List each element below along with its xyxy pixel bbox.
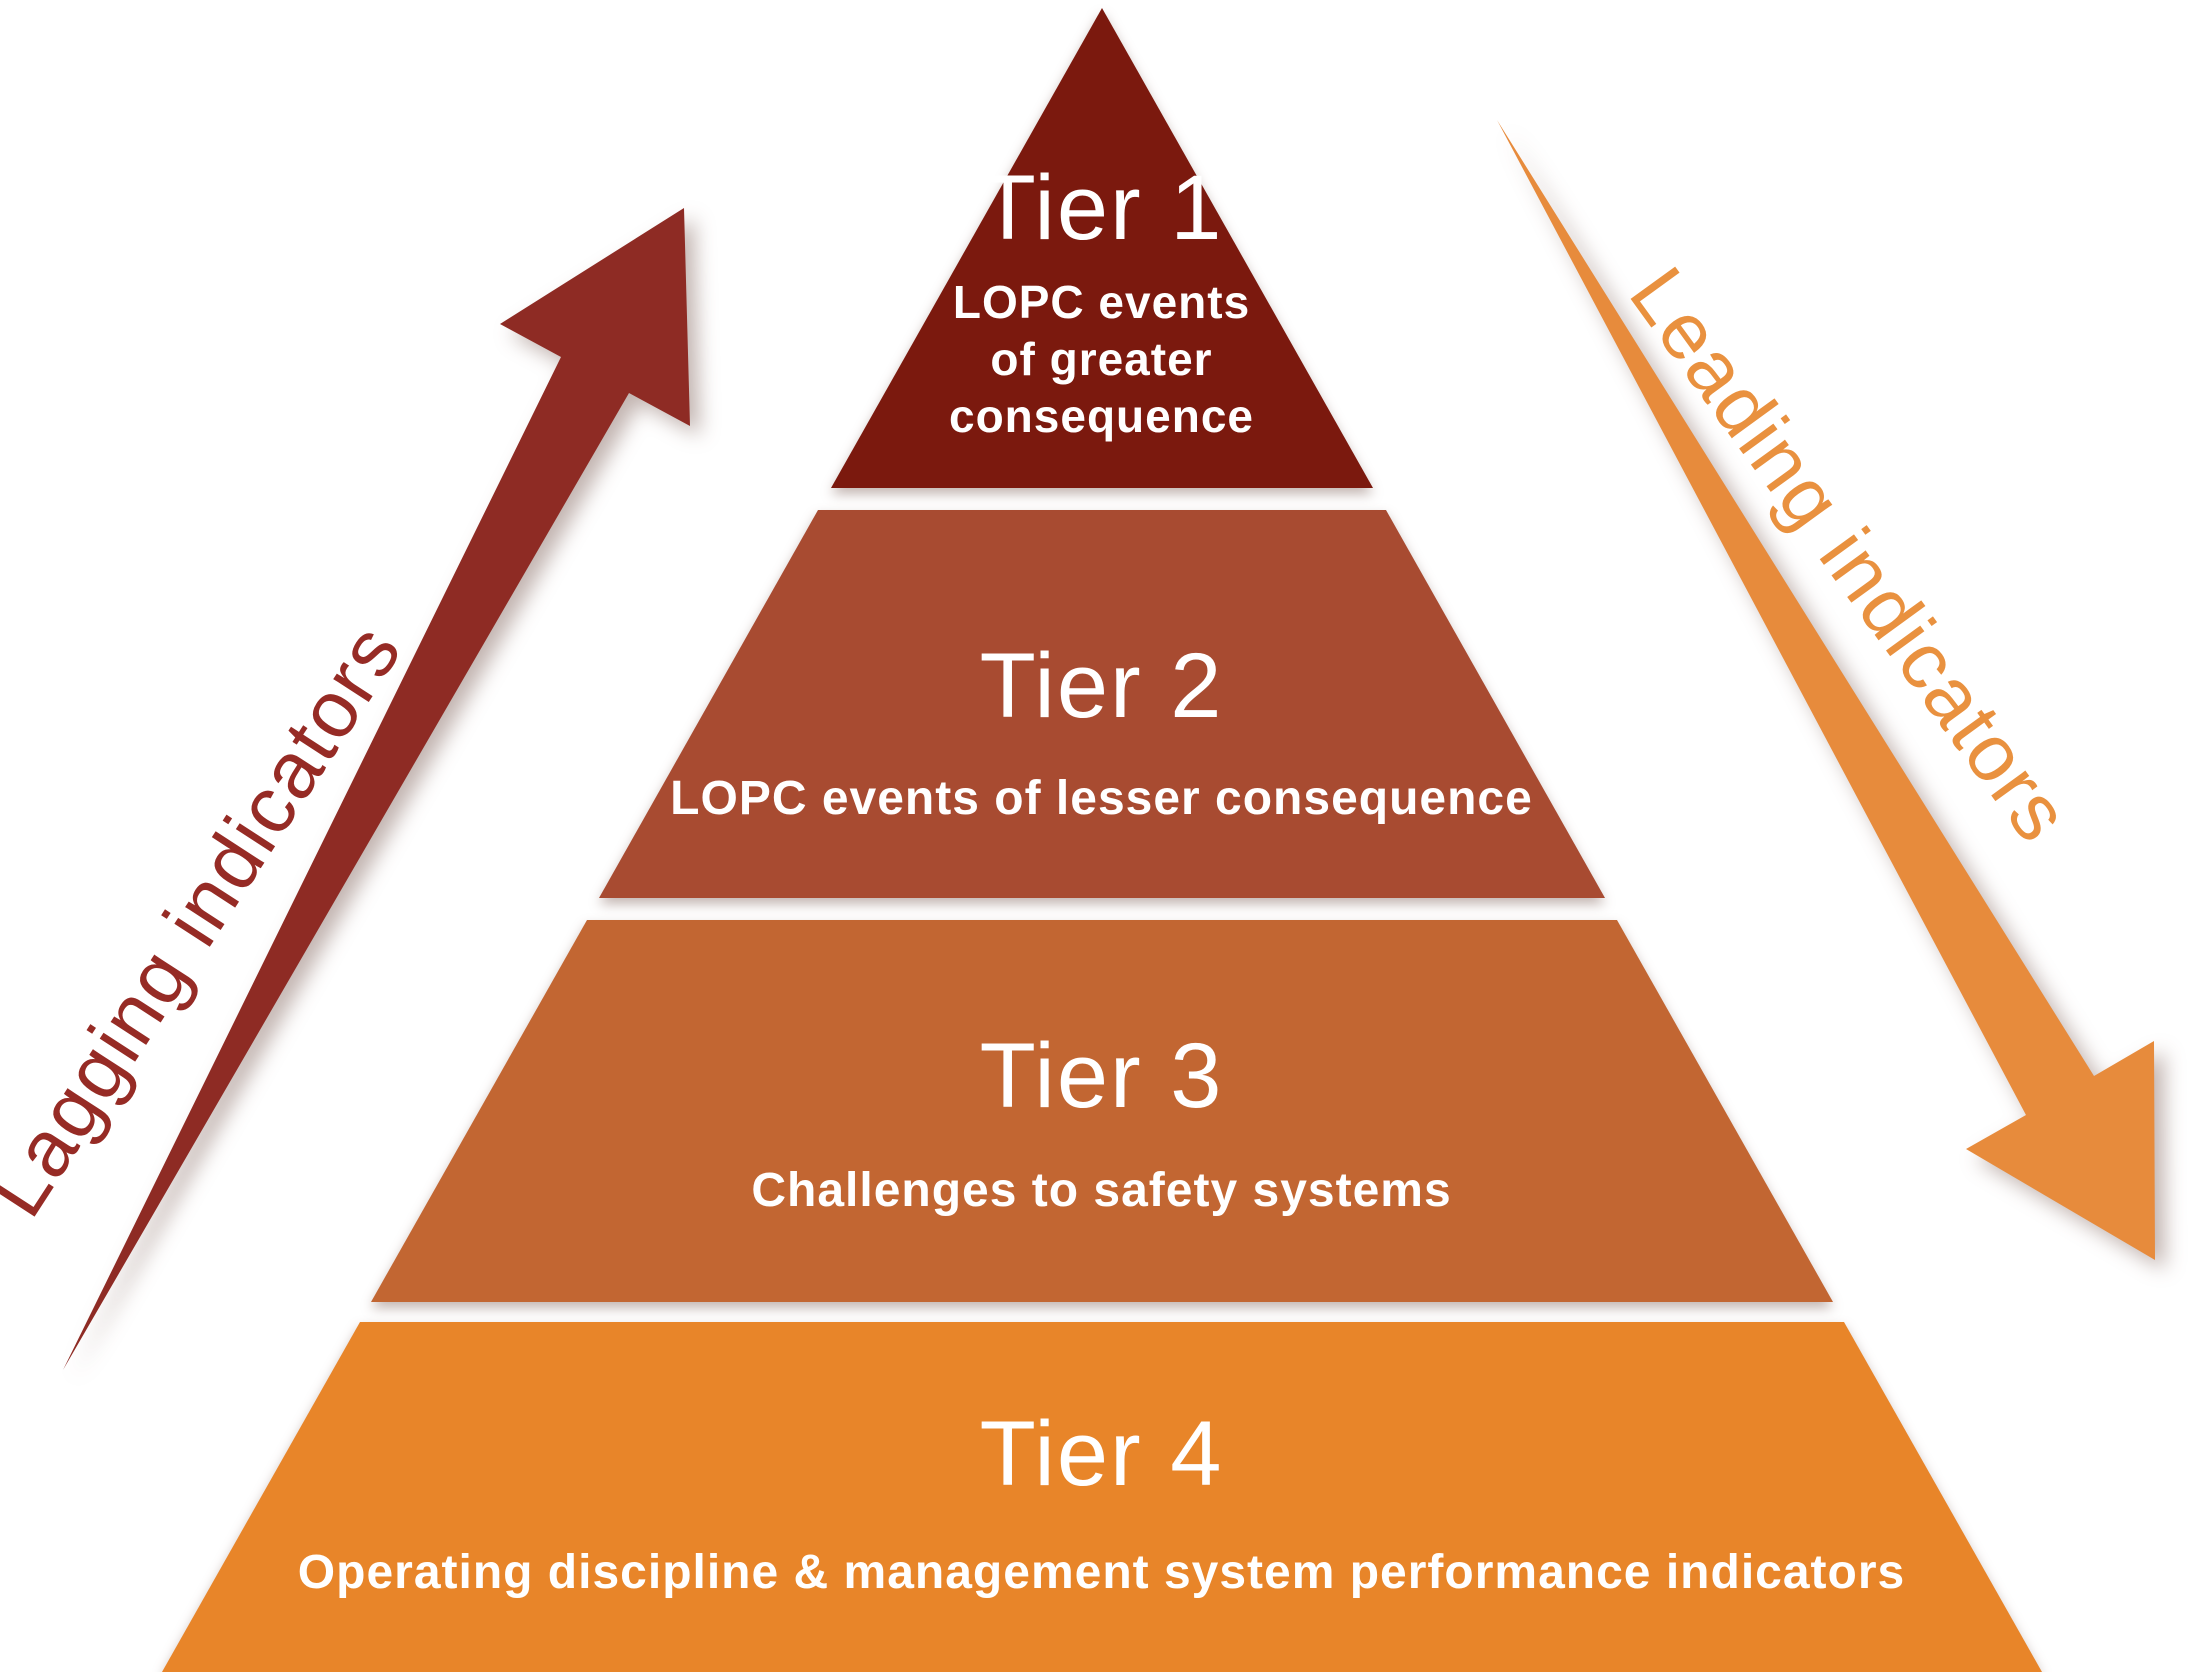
tier4-shape bbox=[162, 1322, 2042, 1672]
leading-indicators-arrow bbox=[1497, 120, 2155, 1260]
tier2-shape bbox=[599, 510, 1605, 898]
tier3-shape bbox=[371, 920, 1833, 1302]
tier1-shape bbox=[831, 8, 1373, 488]
lagging-indicators-arrow bbox=[63, 208, 690, 1370]
